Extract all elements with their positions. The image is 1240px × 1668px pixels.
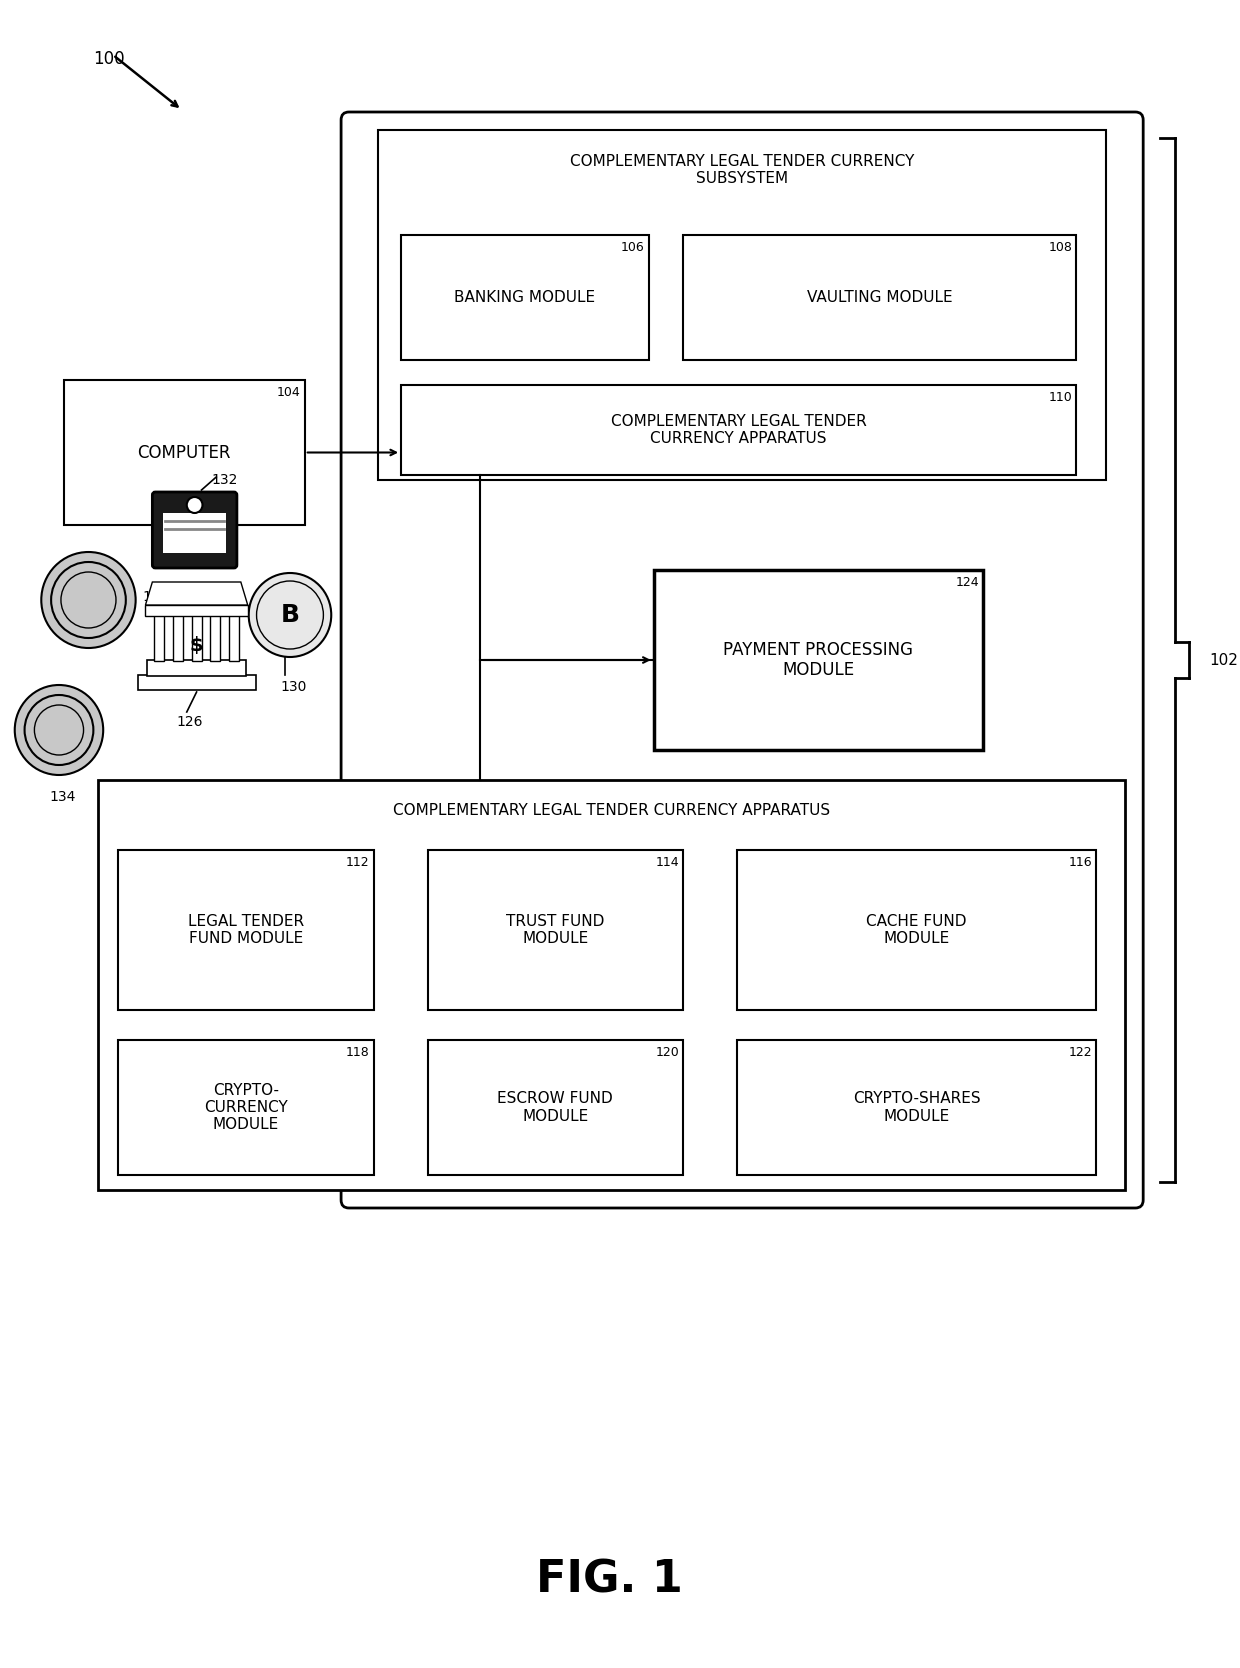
Text: 114: 114 [656, 856, 680, 869]
Text: 126: 126 [177, 716, 203, 729]
Bar [401, 385, 1076, 475]
Circle shape [41, 552, 135, 647]
Bar [154, 615, 164, 661]
Bar [738, 851, 1096, 1011]
Bar [428, 851, 683, 1011]
Circle shape [61, 572, 117, 627]
Text: 128: 128 [143, 590, 169, 604]
Text: 116: 116 [1069, 856, 1092, 869]
Circle shape [249, 574, 331, 657]
Text: COMPLEMENTARY LEGAL TENDER
CURRENCY APPARATUS: COMPLEMENTARY LEGAL TENDER CURRENCY APPA… [611, 414, 867, 447]
Circle shape [15, 686, 103, 776]
Bar [378, 130, 1106, 480]
Text: 112: 112 [346, 856, 370, 869]
Text: $: $ [190, 636, 203, 654]
Bar [118, 1041, 373, 1174]
Circle shape [187, 497, 202, 514]
Text: CRYPTO-
CURRENCY
MODULE: CRYPTO- CURRENCY MODULE [203, 1083, 288, 1133]
FancyBboxPatch shape [153, 492, 237, 569]
Text: BANKING MODULE: BANKING MODULE [454, 290, 595, 305]
Circle shape [25, 696, 93, 766]
Bar [653, 570, 983, 751]
Polygon shape [145, 582, 248, 605]
Bar [211, 615, 221, 661]
Bar [98, 781, 1126, 1189]
Bar [401, 235, 649, 360]
Text: 102: 102 [1209, 652, 1238, 667]
Text: COMPUTER: COMPUTER [138, 444, 231, 462]
Bar [138, 676, 255, 691]
Text: 100: 100 [93, 50, 125, 68]
Text: 106: 106 [621, 240, 645, 254]
Bar [229, 615, 239, 661]
Text: 134: 134 [50, 791, 76, 804]
Bar [683, 235, 1076, 360]
Circle shape [35, 706, 83, 756]
Text: PAYMENT PROCESSING
MODULE: PAYMENT PROCESSING MODULE [723, 641, 914, 679]
Bar [118, 851, 373, 1011]
Text: 110: 110 [1049, 390, 1073, 404]
Text: 120: 120 [656, 1046, 680, 1059]
Text: 122: 122 [1069, 1046, 1092, 1059]
Text: COMPLEMENTARY LEGAL TENDER CURRENCY
SUBSYSTEM: COMPLEMENTARY LEGAL TENDER CURRENCY SUBS… [570, 153, 914, 187]
Text: CACHE FUND
MODULE: CACHE FUND MODULE [867, 914, 967, 946]
Bar [145, 605, 248, 615]
Circle shape [257, 580, 324, 649]
Text: CRYPTO-SHARES
MODULE: CRYPTO-SHARES MODULE [853, 1091, 981, 1124]
Bar [164, 514, 226, 554]
Text: 104: 104 [277, 385, 301, 399]
Circle shape [51, 562, 125, 637]
Bar [738, 1041, 1096, 1174]
Text: 124: 124 [955, 575, 980, 589]
Text: COMPLEMENTARY LEGAL TENDER CURRENCY APPARATUS: COMPLEMENTARY LEGAL TENDER CURRENCY APPA… [393, 802, 831, 817]
Text: 132: 132 [211, 474, 238, 487]
Bar [64, 380, 305, 525]
Bar [148, 661, 246, 676]
Text: 118: 118 [346, 1046, 370, 1059]
Text: ESCROW FUND
MODULE: ESCROW FUND MODULE [497, 1091, 614, 1124]
Text: 108: 108 [1049, 240, 1073, 254]
Text: TRUST FUND
MODULE: TRUST FUND MODULE [506, 914, 605, 946]
Text: 130: 130 [280, 681, 306, 694]
Bar [174, 615, 182, 661]
Text: LEGAL TENDER
FUND MODULE: LEGAL TENDER FUND MODULE [187, 914, 304, 946]
Bar [428, 1041, 683, 1174]
Bar [192, 615, 202, 661]
Text: VAULTING MODULE: VAULTING MODULE [807, 290, 952, 305]
Text: B: B [280, 604, 300, 627]
Text: FIG. 1: FIG. 1 [536, 1558, 683, 1601]
